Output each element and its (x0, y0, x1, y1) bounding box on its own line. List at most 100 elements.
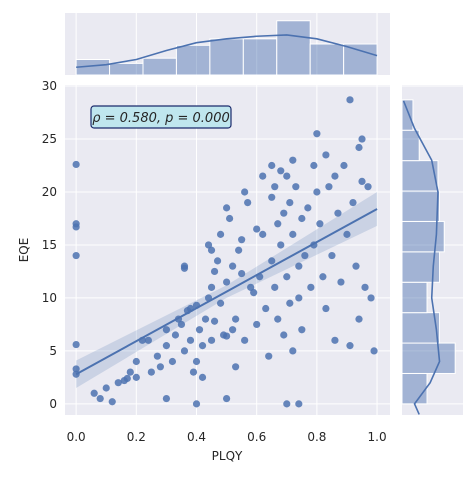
point (277, 241, 285, 249)
point (222, 204, 231, 212)
point (325, 183, 333, 191)
point (72, 160, 80, 169)
point (162, 394, 171, 403)
histogram-bar (109, 62, 144, 76)
point (289, 347, 297, 355)
point (313, 188, 321, 196)
point (238, 269, 246, 278)
point (168, 357, 177, 366)
x-tick-label: 0.6 (247, 430, 266, 444)
x-tick-label: 0.2 (127, 430, 146, 444)
point (180, 347, 189, 355)
x-tick-label: 0.0 (67, 430, 86, 444)
point (177, 320, 186, 329)
point (352, 262, 360, 270)
point (72, 365, 80, 373)
point (283, 273, 291, 281)
annotation-box (90, 105, 232, 129)
point (265, 352, 273, 360)
point (268, 161, 276, 170)
point (144, 336, 152, 344)
point (241, 336, 249, 344)
right-panel (402, 85, 463, 415)
point (289, 156, 297, 164)
point (364, 183, 372, 191)
histogram-bar (343, 43, 378, 76)
point (268, 257, 276, 265)
point (292, 183, 300, 191)
point (123, 374, 131, 383)
y-tick-label: 20 (42, 185, 57, 199)
point (316, 220, 324, 228)
point (268, 193, 276, 201)
histogram-bar (401, 281, 428, 314)
point (253, 225, 261, 233)
histogram-bar (401, 190, 441, 222)
kde-line (76, 34, 378, 69)
histogram-bar (309, 43, 345, 76)
point (355, 143, 363, 152)
point (286, 299, 294, 307)
point (189, 368, 198, 376)
x-tick-label: 0.4 (187, 430, 206, 444)
point (274, 315, 282, 323)
point (216, 230, 225, 238)
point (340, 161, 348, 170)
point (313, 130, 321, 138)
point (222, 394, 231, 403)
confidence-band (76, 191, 378, 388)
point (222, 332, 231, 340)
histogram-bar (175, 44, 211, 76)
point (210, 317, 219, 325)
point (322, 304, 330, 313)
point (147, 368, 155, 376)
point (289, 230, 297, 238)
y-tick-label: 25 (42, 132, 57, 146)
point (295, 262, 303, 270)
point (162, 326, 171, 334)
point (271, 183, 279, 191)
point (114, 379, 122, 387)
point (355, 315, 363, 323)
point (370, 347, 378, 355)
y-tick-label: 10 (42, 291, 57, 305)
point (153, 352, 161, 360)
point (72, 223, 80, 231)
y-tick-label: 0 (49, 397, 57, 411)
main-panel (65, 85, 390, 415)
histogram-bar (401, 220, 445, 253)
point (319, 273, 327, 281)
point (307, 283, 315, 291)
point (346, 96, 354, 104)
point (198, 373, 207, 381)
point (156, 363, 164, 371)
point (229, 262, 237, 270)
point (238, 236, 246, 244)
point (207, 336, 216, 344)
point (250, 289, 258, 297)
histogram-bar (276, 20, 311, 76)
point (72, 340, 80, 349)
point (253, 320, 261, 329)
histogram-bar (401, 342, 456, 374)
point (283, 400, 291, 408)
point (343, 230, 351, 238)
point (102, 384, 110, 392)
point (232, 363, 240, 371)
x-axis-label: PLQY (212, 449, 243, 463)
point (331, 172, 339, 180)
point (367, 294, 375, 302)
point (235, 246, 243, 254)
point (96, 394, 104, 403)
point (271, 283, 279, 291)
point (171, 331, 180, 339)
point (204, 241, 213, 249)
point (322, 151, 330, 159)
point (213, 257, 222, 265)
point (301, 251, 309, 260)
histogram-bar (401, 160, 439, 192)
point (304, 204, 312, 212)
point (72, 251, 80, 260)
y-tick-label: 30 (42, 79, 57, 93)
histogram-bar (401, 99, 414, 131)
